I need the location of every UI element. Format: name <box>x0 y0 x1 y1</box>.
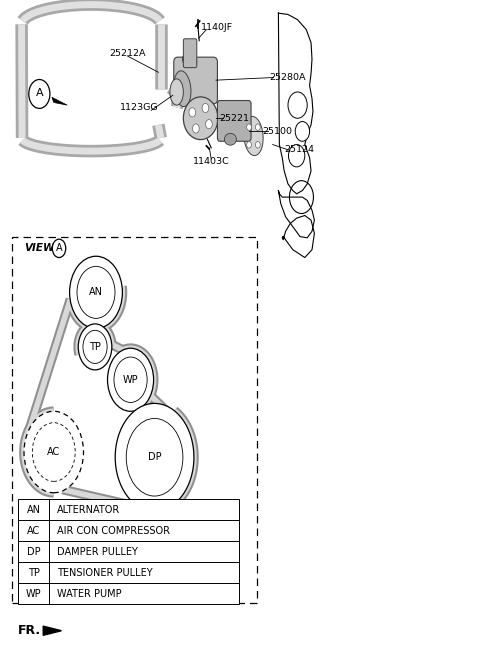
Bar <box>18 541 239 562</box>
Ellipse shape <box>182 54 197 67</box>
Ellipse shape <box>244 116 263 156</box>
Text: DP: DP <box>148 452 161 463</box>
Circle shape <box>255 124 260 131</box>
Text: FR.: FR. <box>18 624 41 637</box>
Bar <box>18 583 239 604</box>
Circle shape <box>52 239 66 258</box>
Text: 25280A: 25280A <box>270 73 306 82</box>
Circle shape <box>295 122 310 141</box>
Circle shape <box>115 403 194 511</box>
Circle shape <box>288 92 307 118</box>
Text: 25124: 25124 <box>285 145 314 154</box>
Text: 25100: 25100 <box>263 127 292 136</box>
Bar <box>12 237 257 603</box>
Circle shape <box>24 411 84 493</box>
Circle shape <box>126 419 183 496</box>
Text: 1123GG: 1123GG <box>120 103 158 112</box>
Bar <box>18 499 239 520</box>
Ellipse shape <box>170 79 183 105</box>
Text: TP: TP <box>28 568 40 578</box>
Text: WP: WP <box>123 374 138 385</box>
Circle shape <box>29 79 50 108</box>
Text: 1140JF: 1140JF <box>201 23 233 32</box>
FancyBboxPatch shape <box>217 101 251 141</box>
Bar <box>18 562 239 583</box>
Text: 25212A: 25212A <box>109 49 145 58</box>
Text: VIEW: VIEW <box>24 243 55 254</box>
Ellipse shape <box>224 133 236 145</box>
Circle shape <box>255 141 260 148</box>
Circle shape <box>32 422 75 482</box>
Ellipse shape <box>174 71 191 106</box>
Circle shape <box>205 120 212 129</box>
Text: WP: WP <box>26 589 42 599</box>
Circle shape <box>114 357 147 403</box>
Circle shape <box>288 145 305 167</box>
Text: ALTERNATOR: ALTERNATOR <box>57 505 120 515</box>
Text: AIR CON COMPRESSOR: AIR CON COMPRESSOR <box>57 526 169 536</box>
Text: TENSIONER PULLEY: TENSIONER PULLEY <box>57 568 152 578</box>
Text: AN: AN <box>27 505 41 515</box>
Circle shape <box>83 330 107 363</box>
Circle shape <box>77 266 115 319</box>
FancyBboxPatch shape <box>183 39 197 68</box>
Circle shape <box>247 124 252 131</box>
Text: TP: TP <box>89 342 101 352</box>
Circle shape <box>247 141 252 148</box>
Text: AC: AC <box>47 447 60 457</box>
Circle shape <box>78 324 112 370</box>
FancyBboxPatch shape <box>174 57 217 104</box>
Circle shape <box>70 256 122 328</box>
Text: 25221: 25221 <box>219 114 249 123</box>
Circle shape <box>189 108 196 117</box>
Ellipse shape <box>183 97 218 140</box>
Text: WATER PUMP: WATER PUMP <box>57 589 121 599</box>
Text: 11403C: 11403C <box>193 157 229 166</box>
Text: AN: AN <box>89 287 103 298</box>
Polygon shape <box>43 626 61 635</box>
Text: DP: DP <box>27 547 41 557</box>
Circle shape <box>192 124 199 133</box>
Text: A: A <box>56 243 62 254</box>
Circle shape <box>202 103 209 112</box>
Text: DAMPER PULLEY: DAMPER PULLEY <box>57 547 137 557</box>
Text: AC: AC <box>27 526 40 536</box>
Bar <box>18 520 239 541</box>
Circle shape <box>108 348 154 411</box>
Polygon shape <box>52 97 67 105</box>
Text: A: A <box>36 88 43 99</box>
